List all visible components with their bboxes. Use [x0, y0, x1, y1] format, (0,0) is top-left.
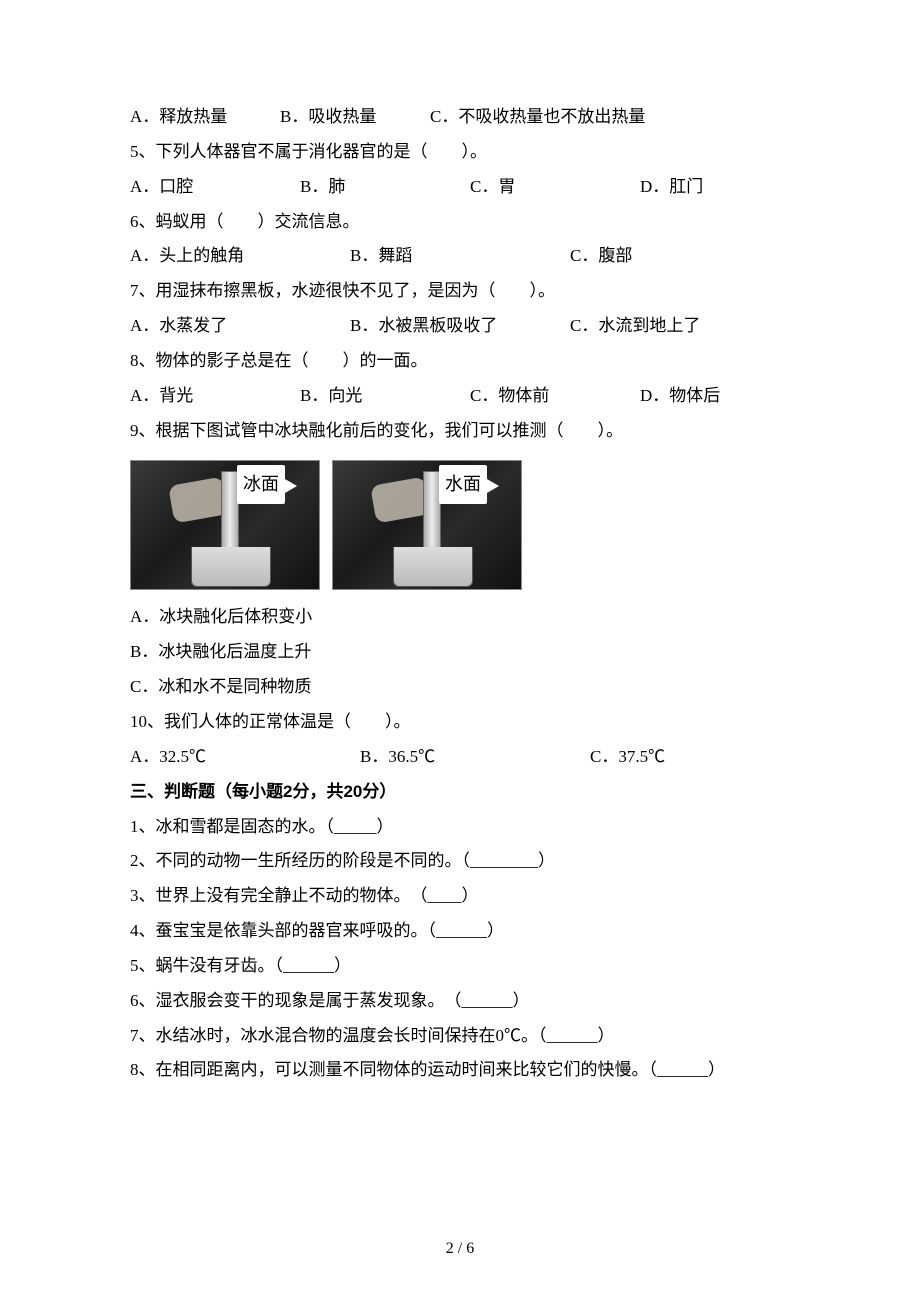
arrow-icon [487, 479, 499, 493]
q4-opt-b: B．吸收热量 [280, 100, 430, 135]
judge-3: 3、世界上没有完全静止不动的物体。 （____） [130, 879, 790, 914]
q8-opt-c: C．物体前 [470, 379, 640, 414]
q9-label-right: 水面 [439, 465, 487, 504]
q10-opt-b: B．36.5℃ [360, 740, 590, 775]
q4-options: A．释放热量 B．吸收热量 C．不吸收热量也不放出热量 [130, 100, 790, 135]
judge-6: 6、湿衣服会变干的现象是属于蒸发现象。 （______） [130, 984, 790, 1019]
beaker-shape [191, 547, 271, 587]
q10-opt-c: C．37.5℃ [590, 740, 665, 775]
hand-shape [370, 477, 431, 524]
q5-opt-d: D．肛门 [640, 170, 703, 205]
q5-opt-c: C．胃 [470, 170, 640, 205]
q7-stem: 7、用湿抹布擦黑板，水迹很快不见了，是因为（ ）。 [130, 274, 790, 309]
judge-1: 1、冰和雪都是固态的水。（_____） [130, 810, 790, 845]
q4-opt-a: A．释放热量 [130, 100, 280, 135]
q10-options: A．32.5℃ B．36.5℃ C．37.5℃ [130, 740, 790, 775]
q8-options: A．背光 B．向光 C．物体前 D．物体后 [130, 379, 790, 414]
q10-opt-a: A．32.5℃ [130, 740, 360, 775]
q8-opt-d: D．物体后 [640, 379, 720, 414]
q4-opt-c: C．不吸收热量也不放出热量 [430, 100, 645, 135]
judge-5: 5、蜗牛没有牙齿。（______） [130, 949, 790, 984]
q9-stem: 9、根据下图试管中冰块融化前后的变化，我们可以推测（ ）。 [130, 414, 790, 449]
section-3-title: 三、判断题（每小题2分，共20分） [130, 775, 790, 810]
q7-opt-a: A．水蒸发了 [130, 309, 350, 344]
q9-image-right: 水面 [332, 460, 522, 590]
q7-options: A．水蒸发了 B．水被黑板吸收了 C．水流到地上了 [130, 309, 790, 344]
judge-7: 7、水结冰时，冰水混合物的温度会长时间保持在0℃。（______） [130, 1019, 790, 1054]
judge-2: 2、不同的动物一生所经历的阶段是不同的。（________） [130, 844, 790, 879]
q10-stem: 10、我们人体的正常体温是（ ）。 [130, 705, 790, 740]
q9-opt-c: C．冰和水不是同种物质 [130, 670, 790, 705]
arrow-icon [285, 479, 297, 493]
hand-shape [168, 477, 229, 524]
q6-opt-c: C．腹部 [570, 239, 632, 274]
q7-opt-c: C．水流到地上了 [570, 309, 700, 344]
q9-opt-a: A．冰块融化后体积变小 [130, 600, 790, 635]
q6-stem: 6、蚂蚁用（ ）交流信息。 [130, 205, 790, 240]
page-number: 2 / 6 [0, 1240, 920, 1258]
q8-stem: 8、物体的影子总是在（ ）的一面。 [130, 344, 790, 379]
beaker-shape [393, 547, 473, 587]
q9-image-left: 冰面 [130, 460, 320, 590]
q9-opt-b: B．冰块融化后温度上升 [130, 635, 790, 670]
judge-4: 4、蚕宝宝是依靠头部的器官来呼吸的。（______） [130, 914, 790, 949]
q8-opt-a: A．背光 [130, 379, 300, 414]
q9-label-left: 冰面 [237, 465, 285, 504]
judge-8: 8、在相同距离内，可以测量不同物体的运动时间来比较它们的快慢。（______） [130, 1053, 790, 1088]
q5-options: A．口腔 B．肺 C．胃 D．肛门 [130, 170, 790, 205]
q6-options: A．头上的触角 B．舞蹈 C．腹部 [130, 239, 790, 274]
q6-opt-b: B．舞蹈 [350, 239, 570, 274]
q8-opt-b: B．向光 [300, 379, 470, 414]
q9-images: 冰面 水面 [130, 460, 790, 590]
q5-stem: 5、下列人体器官不属于消化器官的是（ ）。 [130, 135, 790, 170]
q5-opt-a: A．口腔 [130, 170, 300, 205]
q7-opt-b: B．水被黑板吸收了 [350, 309, 570, 344]
q5-opt-b: B．肺 [300, 170, 470, 205]
document-body: A．释放热量 B．吸收热量 C．不吸收热量也不放出热量 5、下列人体器官不属于消… [0, 0, 920, 1148]
q6-opt-a: A．头上的触角 [130, 239, 350, 274]
